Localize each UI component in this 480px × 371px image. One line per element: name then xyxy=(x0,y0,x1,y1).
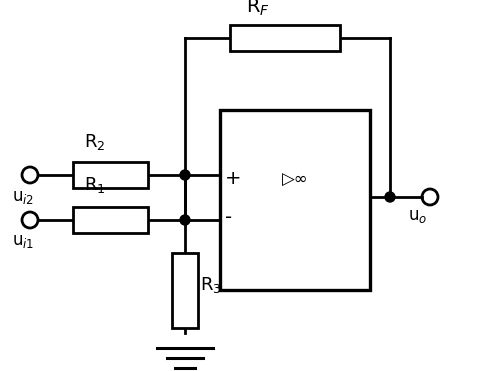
Text: +: + xyxy=(225,168,241,187)
Text: ▷∞: ▷∞ xyxy=(282,171,308,189)
Text: R$_2$: R$_2$ xyxy=(84,132,106,152)
Text: u$_{i2}$: u$_{i2}$ xyxy=(12,188,34,206)
Text: R$_1$: R$_1$ xyxy=(84,175,106,195)
Bar xyxy=(230,25,340,51)
Circle shape xyxy=(180,215,190,225)
Circle shape xyxy=(385,192,395,202)
Text: u$_{i1}$: u$_{i1}$ xyxy=(12,232,35,250)
Bar xyxy=(172,253,198,328)
Bar xyxy=(72,162,147,188)
Text: R$_F$: R$_F$ xyxy=(246,0,270,18)
Text: R$_3$: R$_3$ xyxy=(200,275,222,295)
Bar xyxy=(220,110,370,290)
Circle shape xyxy=(180,170,190,180)
Bar xyxy=(72,207,147,233)
Text: -: - xyxy=(225,209,232,227)
Text: u$_o$: u$_o$ xyxy=(408,207,427,225)
